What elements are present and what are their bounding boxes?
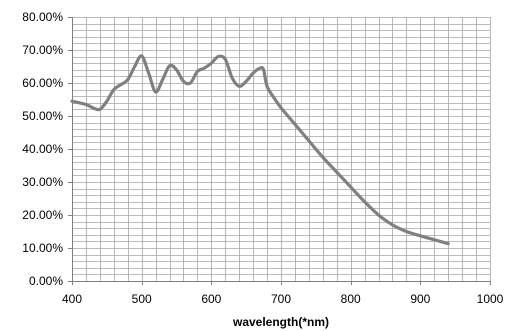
x-axis-title: wavelength(*nm) xyxy=(232,315,329,329)
x-tick-label: 1000 xyxy=(477,292,504,306)
x-tick-label: 800 xyxy=(341,292,361,306)
series xyxy=(70,54,450,246)
y-tick-label: 0.00% xyxy=(29,274,63,288)
y-tick-label: 50.00% xyxy=(22,109,63,123)
y-tick-label: 10.00% xyxy=(22,241,63,255)
x-axis-tick-labels: 400 500 600 700 800 900 1000 xyxy=(62,292,504,306)
axes xyxy=(68,17,491,285)
y-tick-label: 30.00% xyxy=(22,175,63,189)
y-tick-label: 80.00% xyxy=(22,10,63,24)
x-tick-label: 600 xyxy=(201,292,221,306)
grid xyxy=(72,17,491,282)
x-tick-label: 500 xyxy=(132,292,152,306)
series-line xyxy=(70,54,450,246)
y-tick-label: 40.00% xyxy=(22,142,63,156)
y-axis-tick-labels: 0.00% 10.00% 20.00% 30.00% 40.00% 50.00% 60.00… xyxy=(22,10,63,288)
x-tick-label: 700 xyxy=(271,292,291,306)
x-tick-label: 900 xyxy=(410,292,430,306)
y-tick-label: 60.00% xyxy=(22,76,63,90)
y-tick-label: 70.00% xyxy=(22,43,63,57)
x-tick-label: 400 xyxy=(62,292,82,306)
y-tick-label: 20.00% xyxy=(22,208,63,222)
